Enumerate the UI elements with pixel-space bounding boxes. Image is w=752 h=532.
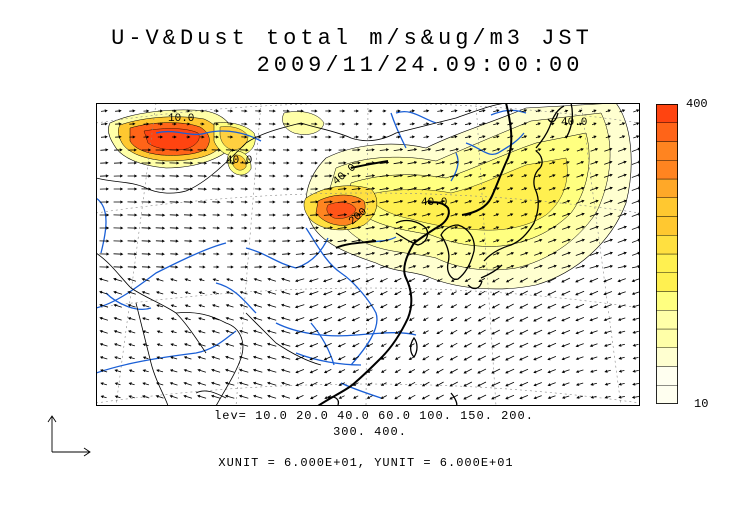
colorbar-step — [656, 197, 678, 217]
colorbar-step — [656, 235, 678, 255]
colorbar-step — [656, 291, 678, 311]
colorbar — [656, 104, 678, 404]
contour-label: 40.0 — [226, 155, 252, 167]
colorbar-step — [656, 216, 678, 236]
vector-units: XUNIT = 6.000E+01, YUNIT = 6.000E+01 — [218, 456, 514, 470]
colorbar-step — [656, 366, 678, 386]
colorbar-step — [656, 328, 678, 348]
colorbar-step — [656, 122, 678, 142]
colorbar-step — [656, 253, 678, 273]
contour-label: 40.0 — [561, 117, 587, 129]
contour-levels-line1: lev= 10.0 20.0 40.0 60.0 100. 150. 200. — [214, 409, 534, 423]
colorbar-step — [656, 141, 678, 161]
colorbar-step — [656, 310, 678, 330]
contour-label: 10.0 — [168, 113, 194, 125]
chart-title: U-V&Dust total m/s&ug/m3 JST — [111, 26, 593, 51]
colorbar-step — [656, 178, 678, 198]
vector-reference-axes-icon — [47, 415, 91, 457]
colorbar-max-label: 400 — [686, 97, 708, 111]
colorbar-step — [656, 104, 678, 123]
coastlines — [96, 103, 573, 406]
colorbar-min-label: 10 — [694, 397, 709, 411]
dust-concentration-fill — [108, 103, 632, 290]
chart-timestamp: 2009/11/24.09:00:00 — [256, 53, 584, 78]
dust-map: 10.0 40.0 40.0 40.0 40.0 200 — [96, 103, 640, 406]
wind-arrow — [99, 109, 640, 400]
contour-label: 40.0 — [421, 197, 447, 209]
colorbar-step — [656, 160, 678, 180]
colorbar-step — [656, 385, 678, 404]
colorbar-step — [656, 272, 678, 292]
wind-vectors — [99, 109, 640, 400]
colorbar-step — [656, 347, 678, 367]
contour-levels-line2: 300. 400. — [333, 425, 407, 439]
